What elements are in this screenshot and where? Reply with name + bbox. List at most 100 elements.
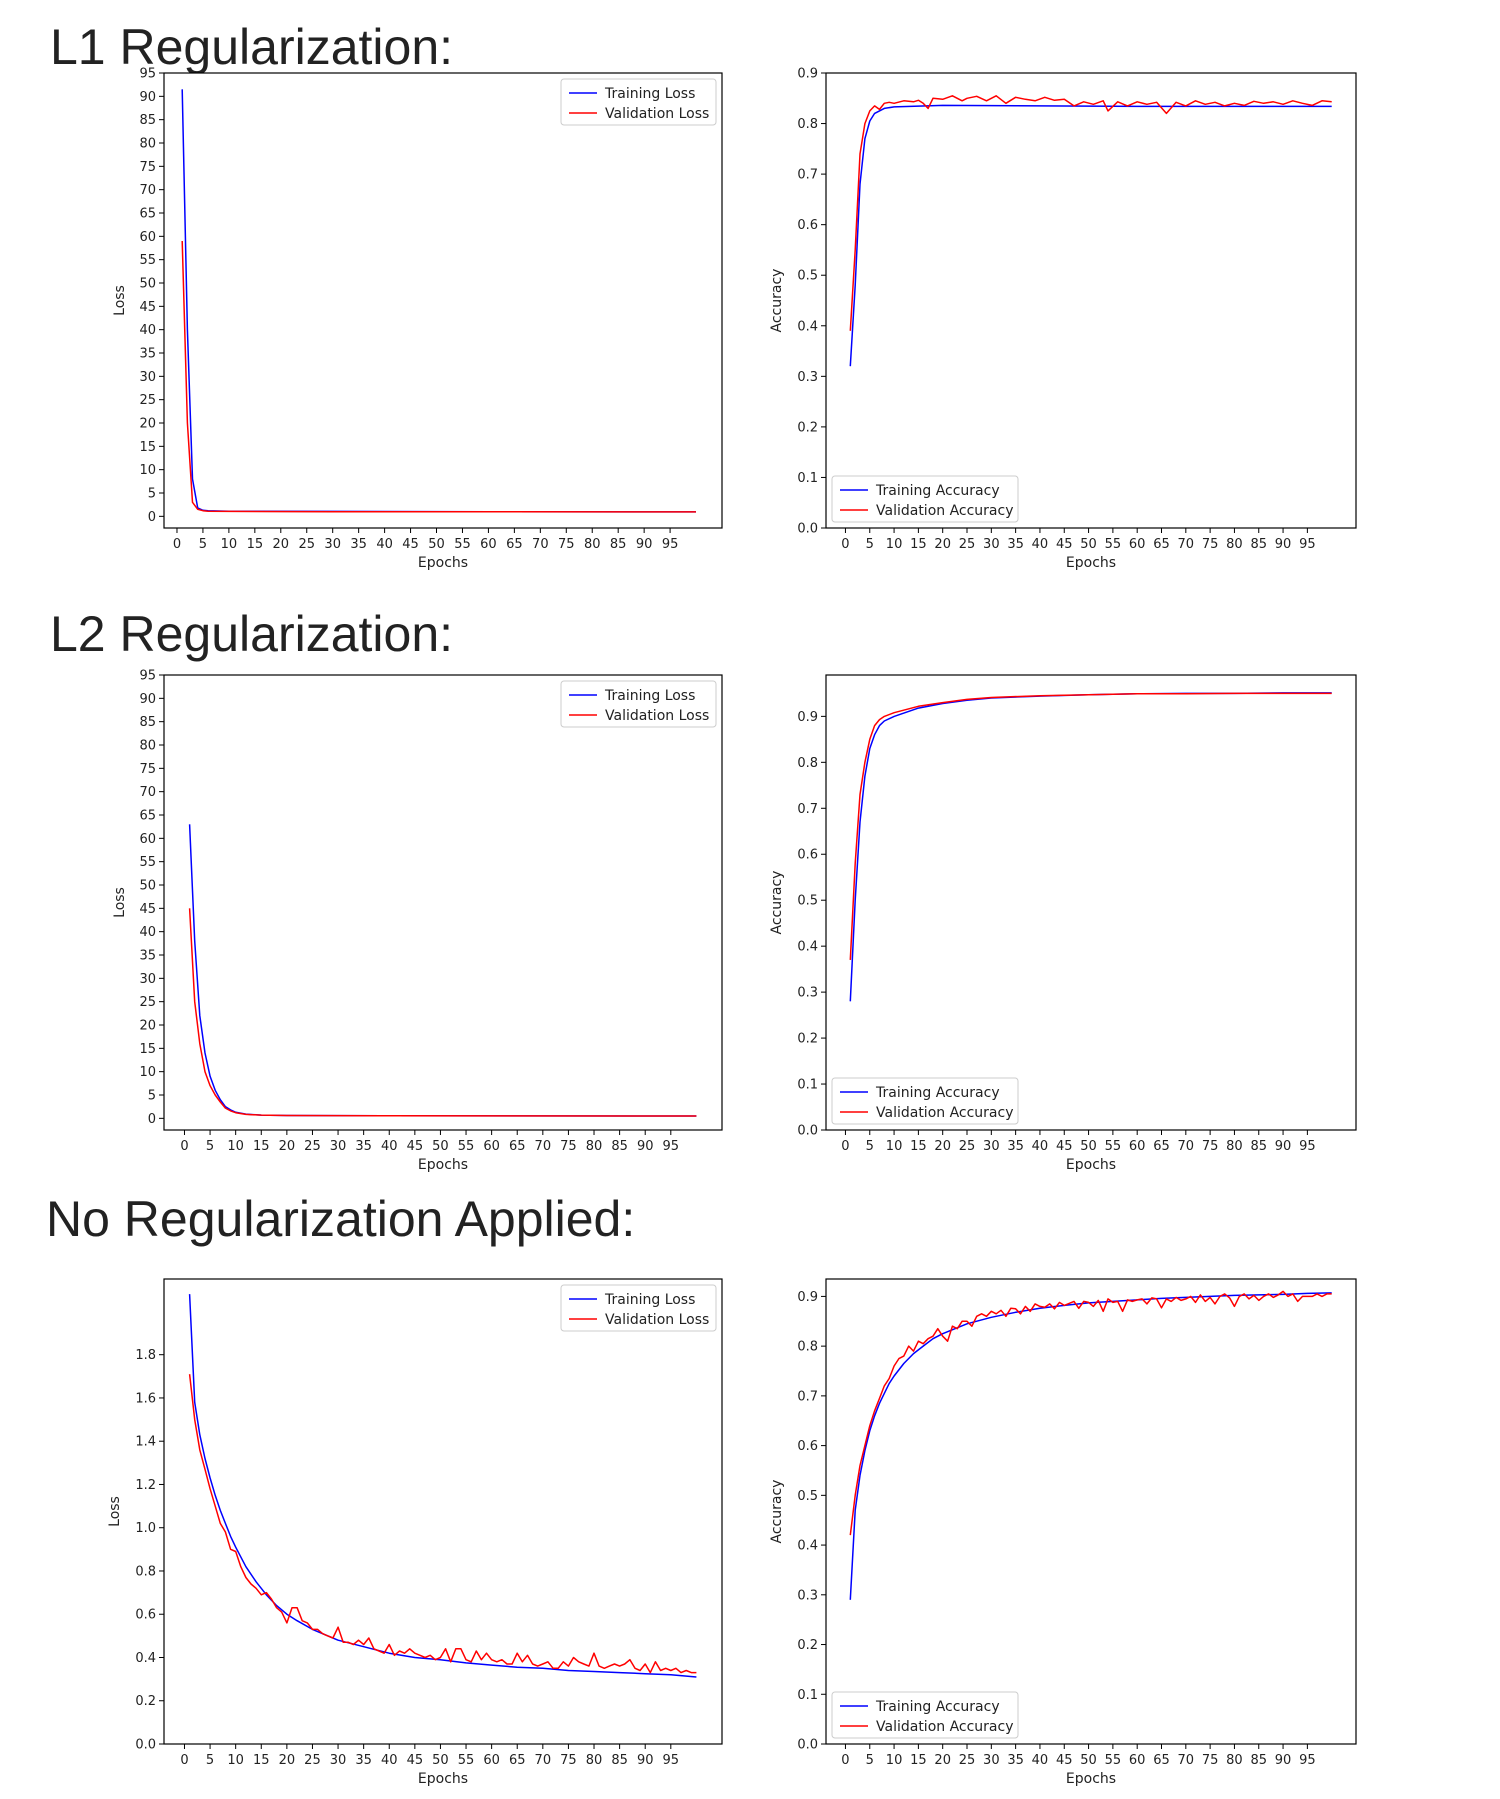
x-tick-label: 90	[636, 537, 653, 552]
plot-frame	[163, 674, 723, 1131]
legend-label-validation: Validation Accuracy	[876, 1105, 1014, 1121]
y-tick-label: 0.2	[797, 420, 818, 435]
y-tick-label: 85	[139, 113, 156, 128]
legend-label-validation: Validation Loss	[605, 106, 709, 122]
x-tick-label: 60	[1129, 1753, 1146, 1768]
x-tick-label: 10	[886, 537, 903, 552]
x-tick-label: 35	[1007, 537, 1024, 552]
y-tick-label: 45	[139, 300, 156, 315]
legend: Training Loss Validation Loss	[560, 680, 717, 728]
x-tick-label: 25	[959, 1753, 976, 1768]
x-tick-label: 60	[480, 537, 497, 552]
x-tick-label: 65	[1153, 1139, 1170, 1154]
x-tick-label: 75	[558, 537, 575, 552]
y-tick-label: 5	[148, 1089, 156, 1104]
y-tick-label: 70	[139, 183, 156, 198]
legend: Training Loss Validation Loss	[560, 1284, 717, 1332]
y-tick-label: 0.7	[797, 802, 818, 817]
x-tick-label: 10	[886, 1753, 903, 1768]
plot-frame	[825, 674, 1357, 1131]
y-tick-label: 15	[139, 1042, 156, 1057]
y-tick-label: 0.9	[797, 67, 818, 82]
x-tick-label: 85	[610, 537, 627, 552]
x-tick-label: 55	[458, 1139, 475, 1154]
x-tick-label: 50	[1080, 537, 1097, 552]
y-tick-label: 0.9	[797, 1290, 818, 1305]
l1-loss-chart: 0 5 10 15 20 25 30 35 40 45 50 55 60 65 70 75 80 85 90 95 0 5…	[112, 67, 723, 571]
plot-frame	[163, 1278, 723, 1745]
x-tick-label: 40	[1032, 1753, 1049, 1768]
legend-box	[560, 1284, 717, 1332]
series-line-validation	[188, 908, 697, 1117]
x-tick-label: 60	[483, 1753, 500, 1768]
y-tick-label: 0.8	[797, 1340, 818, 1355]
x-tick-label: 5	[206, 1139, 214, 1154]
x-tick-label: 95	[663, 1139, 680, 1154]
x-tick-label: 20	[934, 1753, 951, 1768]
legend-box	[831, 1691, 1019, 1739]
legend-box	[831, 1077, 1019, 1125]
y-tick-label: 0.6	[797, 1439, 818, 1454]
x-tick-label: 55	[1105, 1753, 1122, 1768]
x-tick-label: 75	[560, 1139, 577, 1154]
y-tick-label: 0.4	[797, 940, 818, 955]
plot-frame	[163, 72, 723, 529]
x-tick-label: 45	[407, 1753, 424, 1768]
x-tick-label: 45	[1056, 1139, 1073, 1154]
y-tick-label: 30	[139, 370, 156, 385]
x-tick-label: 95	[1299, 1753, 1316, 1768]
x-axis-label: Epochs	[1066, 1157, 1116, 1173]
y-tick-label: 0.0	[797, 1738, 818, 1753]
x-tick-label: 50	[432, 1753, 449, 1768]
y-tick-label: 0.1	[797, 1078, 818, 1093]
y-tick-label: 5	[148, 487, 156, 502]
y-tick-label: 1.0	[135, 1521, 156, 1536]
x-tick-label: 60	[483, 1139, 500, 1154]
x-tick-label: 70	[1178, 1139, 1195, 1154]
y-tick-label: 40	[139, 323, 156, 338]
y-tick-label: 15	[139, 440, 156, 455]
series-line-validation	[188, 1374, 697, 1674]
x-tick-label: 55	[1105, 537, 1122, 552]
legend-label-training: Training Loss	[604, 1292, 695, 1308]
plot-frame	[825, 72, 1357, 529]
x-tick-label: 60	[1129, 537, 1146, 552]
x-tick-label: 70	[1178, 537, 1195, 552]
x-tick-label: 10	[221, 537, 238, 552]
y-axis-label: Accuracy	[769, 1480, 785, 1544]
x-axis-label: Epochs	[418, 555, 468, 571]
x-tick-label: 70	[535, 1753, 552, 1768]
x-tick-label: 40	[381, 1753, 398, 1768]
x-axis-label: Epochs	[1066, 1771, 1116, 1787]
l2-acc-chart: 0 5 10 15 20 25 30 35 40 45 50 55 60 65 70 75 80 85 90 95 0.…	[769, 674, 1357, 1173]
y-tick-label: 95	[139, 669, 156, 684]
legend-label-validation: Validation Loss	[605, 708, 709, 724]
legend-label-training: Training Accuracy	[875, 1085, 1000, 1101]
x-tick-label: 90	[1275, 1753, 1292, 1768]
y-tick-label: 40	[139, 925, 156, 940]
legend-label-training: Training Loss	[604, 688, 695, 704]
x-tick-label: 30	[983, 1753, 1000, 1768]
legend: Training Accuracy Validation Accuracy	[831, 1691, 1019, 1739]
x-tick-label: 90	[1275, 1139, 1292, 1154]
x-tick-label: 55	[458, 1753, 475, 1768]
y-tick-label: 80	[139, 739, 156, 754]
y-tick-label: 85	[139, 715, 156, 730]
x-tick-label: 65	[1153, 537, 1170, 552]
y-tick-label: 75	[139, 762, 156, 777]
x-tick-label: 95	[1299, 1139, 1316, 1154]
x-tick-label: 35	[1007, 1139, 1024, 1154]
legend-box	[560, 680, 717, 728]
x-tick-label: 35	[1007, 1753, 1024, 1768]
x-tick-label: 0	[841, 1139, 849, 1154]
x-tick-label: 5	[199, 537, 207, 552]
y-tick-label: 0.3	[797, 1588, 818, 1603]
y-tick-label: 0.0	[797, 1124, 818, 1139]
y-tick-label: 0.0	[797, 522, 818, 537]
y-tick-label: 25	[139, 995, 156, 1010]
x-tick-label: 15	[910, 1753, 927, 1768]
x-tick-label: 65	[1153, 1753, 1170, 1768]
x-tick-label: 90	[637, 1139, 654, 1154]
y-tick-label: 50	[139, 879, 156, 894]
x-tick-label: 70	[1178, 1753, 1195, 1768]
